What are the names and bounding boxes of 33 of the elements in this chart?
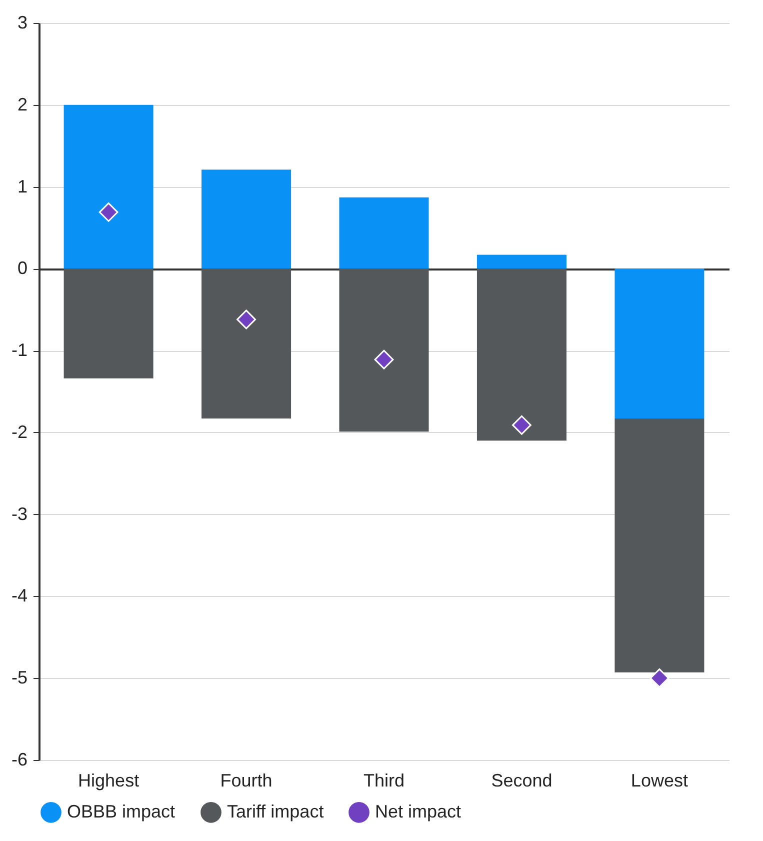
y-tick-label: 0 [17, 258, 28, 278]
x-tick-label: Lowest [630, 770, 688, 790]
point [374, 350, 394, 370]
x-tick-label: Third [363, 770, 405, 790]
bar [202, 268, 292, 419]
point [98, 202, 118, 222]
bar [202, 170, 292, 269]
y-tick-label: 2 [17, 94, 28, 114]
y-tick-label: -4 [11, 586, 28, 606]
y-tick-label: -1 [11, 340, 28, 360]
y-tick-label: 1 [17, 176, 28, 196]
x-tick-label: Second [491, 770, 552, 790]
x-tick-label: Highest [78, 770, 140, 790]
bar [476, 268, 566, 441]
legend-label: Tariff impact [227, 801, 324, 822]
point [236, 310, 256, 330]
bar [614, 418, 704, 672]
x-tick-label: Fourth [220, 770, 272, 790]
bar [64, 104, 154, 269]
y-tick-label: -2 [11, 422, 28, 442]
legend-label: OBBB impact [67, 801, 176, 822]
legend-label: Net impact [375, 801, 462, 822]
bar [64, 268, 154, 378]
bar [339, 197, 429, 269]
y-tick-label: -3 [11, 504, 28, 524]
bar [476, 254, 566, 269]
point [512, 415, 532, 435]
y-tick-label: -6 [11, 750, 28, 770]
point [650, 668, 670, 688]
y-tick-label: -5 [11, 668, 28, 688]
y-tick-label: 3 [17, 12, 28, 32]
bar [614, 268, 704, 419]
bar [339, 268, 429, 432]
